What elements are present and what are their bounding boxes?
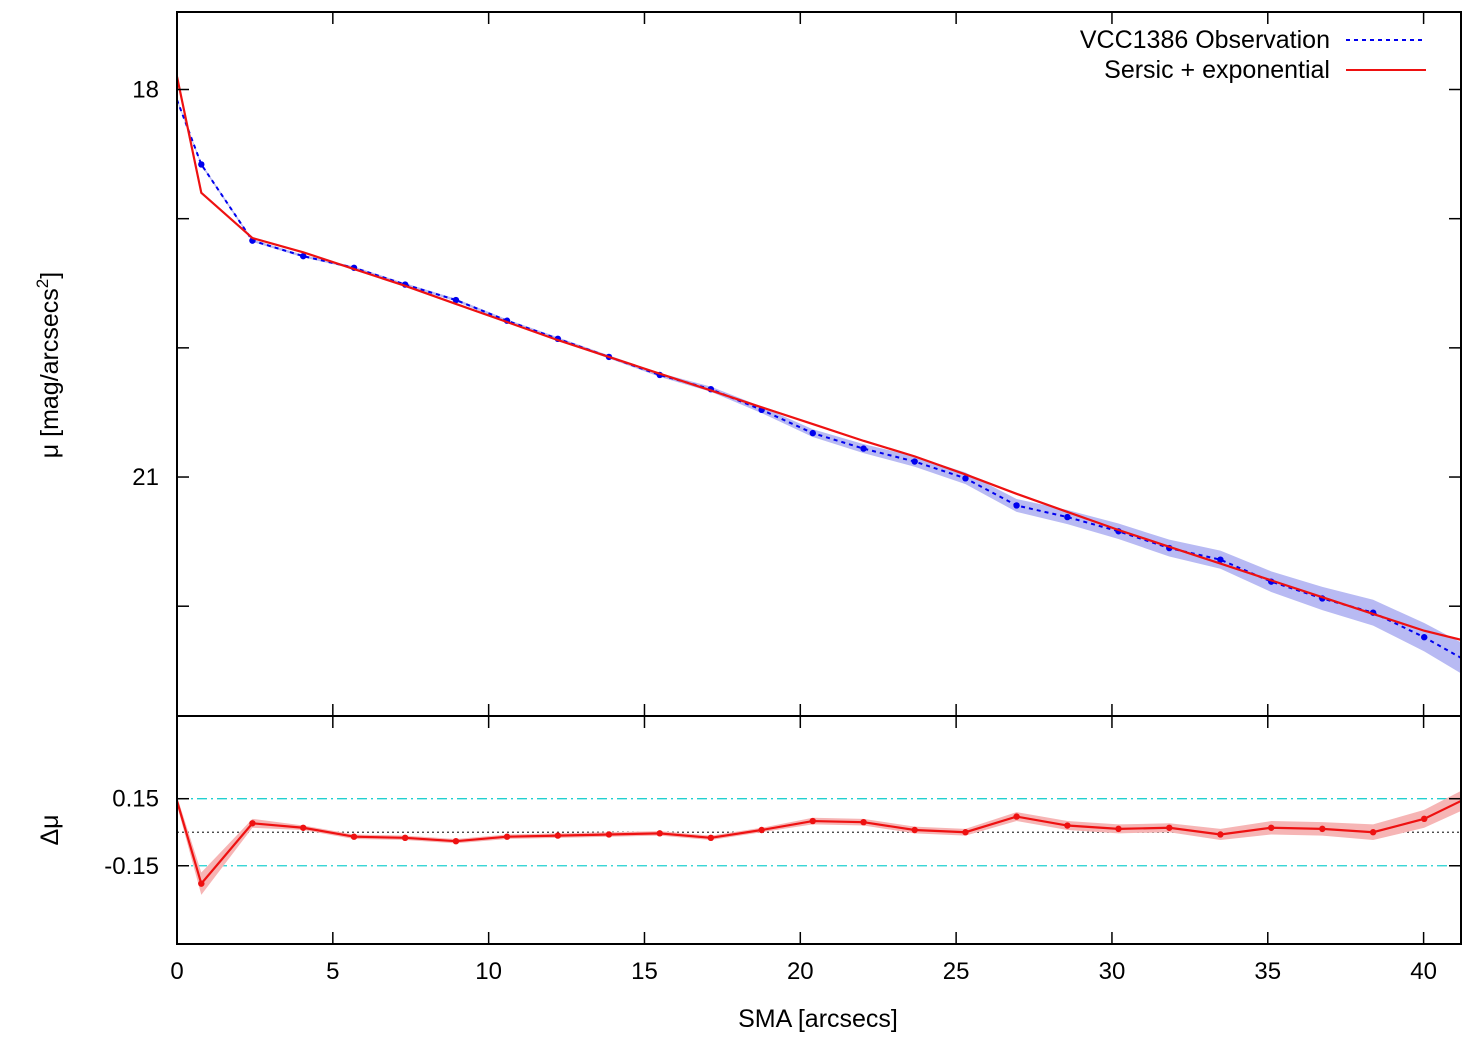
residual-point	[1217, 831, 1224, 838]
residual-point	[503, 833, 511, 840]
observation-point	[1013, 502, 1020, 509]
residual-point	[249, 820, 256, 827]
observation-point	[1064, 513, 1071, 521]
observation-point	[911, 458, 918, 465]
residual-point	[1166, 824, 1173, 831]
x-tick-label: 0	[170, 958, 183, 985]
residual-point	[452, 837, 460, 845]
y-axis-title-end: ]	[36, 272, 64, 279]
residual-point	[1115, 825, 1122, 833]
observation-point	[962, 475, 969, 482]
main-plot-area	[177, 76, 1461, 674]
residual-point	[707, 834, 715, 842]
x-axis-title: SMA [arcsecs]	[738, 1005, 898, 1033]
main-y-tick-label: 21	[132, 464, 159, 491]
observation-point	[860, 445, 867, 452]
residual-frame	[176, 715, 1462, 945]
residual-point	[1369, 829, 1377, 836]
x-tick-label: 5	[326, 958, 339, 985]
residual-point	[1013, 813, 1020, 820]
observation-point	[1421, 634, 1428, 641]
residual-point	[1268, 824, 1275, 831]
x-tick-label: 20	[787, 958, 814, 985]
residual-line	[177, 799, 1461, 886]
legend: VCC1386 Observation Sersic + exponential	[1080, 26, 1426, 84]
residual-point	[656, 830, 663, 837]
residual-y-tick-label: -0.15	[104, 853, 159, 880]
residual-point	[860, 818, 867, 826]
observation-point	[809, 429, 816, 437]
residual-point	[809, 817, 816, 825]
x-tick-label: 10	[475, 958, 502, 985]
residual-point	[350, 833, 358, 840]
residual-panel: 0.15 -0.15	[104, 715, 1462, 945]
x-tick-label: 40	[1410, 958, 1437, 985]
residual-y-axis-title: Δμ	[36, 814, 64, 845]
residual-point	[758, 826, 765, 834]
model-line	[177, 76, 1461, 641]
residual-point	[605, 831, 613, 838]
x-tick-label: 25	[943, 958, 970, 985]
x-tick-label: 15	[631, 958, 658, 985]
observation-point	[452, 296, 460, 304]
residual-point	[401, 834, 409, 842]
residual-point	[300, 824, 307, 831]
main-frame	[176, 11, 1462, 717]
residual-point	[1319, 825, 1326, 833]
x-tick-label: 30	[1099, 958, 1126, 985]
legend-label-model: Sersic + exponential	[1104, 56, 1330, 84]
legend-label-observation: VCC1386 Observation	[1080, 26, 1330, 54]
y-axis-title-sup: 2	[33, 279, 52, 288]
residual-point	[911, 826, 918, 834]
residual-plot-area	[177, 790, 1461, 895]
y-axis-title: μ [mag/arcsecs2]	[33, 272, 64, 458]
observation-error-band	[177, 98, 1461, 674]
observation-point	[1217, 556, 1224, 563]
residual-y-tick-label: 0.15	[112, 786, 159, 813]
residual-point	[554, 832, 562, 839]
x-tick-label: 35	[1254, 958, 1281, 985]
main-y-tick-label: 18	[132, 77, 159, 104]
observation-point	[198, 161, 205, 168]
residual-point	[962, 829, 969, 836]
residual-point	[1421, 815, 1428, 823]
x-axis: 0 5 10 15 20 25 30 35 40	[170, 12, 1437, 985]
residual-point	[198, 880, 205, 887]
observation-point	[300, 252, 307, 260]
residual-error-band	[177, 790, 1461, 895]
y-axis-title-main: μ [mag/arcsecs	[36, 288, 64, 458]
residual-point	[1064, 822, 1071, 829]
